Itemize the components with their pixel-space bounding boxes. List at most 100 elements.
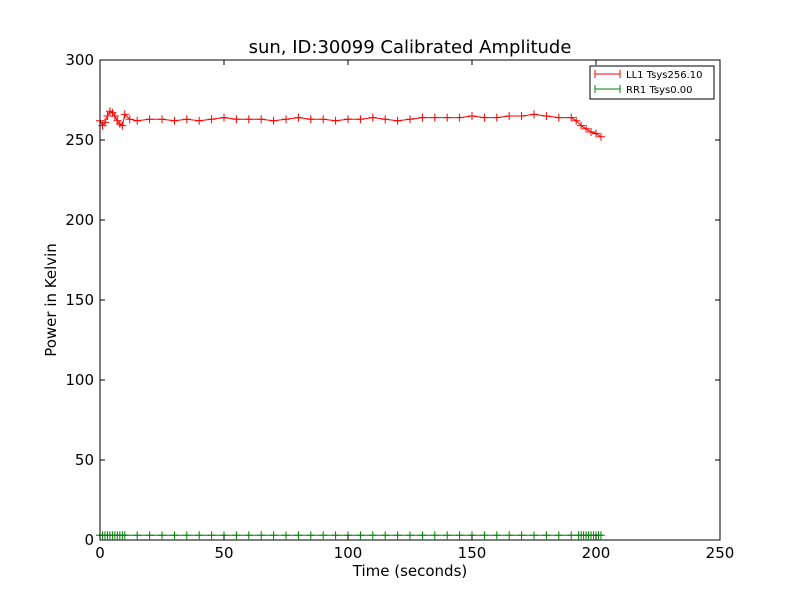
series-2-point [480,531,489,540]
series-1-point [587,128,596,136]
series-1-point [517,112,526,120]
series-1-point [592,129,600,138]
x-tick-label: 100 [334,544,363,562]
series-1-point [344,115,352,124]
y-tick-label: 150 [65,291,94,309]
series-1-point [406,115,414,124]
series-1-point [195,116,204,125]
series-2-point [158,531,166,540]
series-1-point [110,112,119,120]
series-2-point [232,531,241,540]
series-2-point [207,531,216,540]
series-2-point [455,531,464,540]
series-1-point [596,132,605,141]
series-1-point [577,121,586,130]
series-1-point [455,113,464,122]
series-2-point [418,531,427,540]
y-tick-label: 250 [65,131,94,149]
series-1-point [170,116,179,125]
y-tick-label: 0 [84,531,94,549]
x-tick-label: 150 [458,544,487,562]
series-1-point [381,115,390,124]
series-1-point [492,113,501,122]
series-1-point [582,124,591,133]
series-1-point [125,115,134,124]
series-1-point [257,115,266,124]
series-1-point [103,112,112,120]
series-1-point [430,113,439,122]
series-2-point [244,531,253,540]
series-1-point [207,115,216,124]
series-2-point [443,531,452,540]
series-1-point [244,115,253,124]
series-2-point [554,531,563,540]
x-tick-label: 50 [214,544,233,562]
series-2-point [517,531,526,540]
series-2-point [170,531,179,540]
series-1-point [542,112,551,120]
series-1-point [368,113,377,122]
legend-swatch-marker [594,70,621,78]
legend-entry-label: LL1 Tsys256.10 [626,70,702,81]
series-2-point [356,531,365,540]
series-2-point [331,531,340,540]
series-1-point [468,112,476,120]
series-2-point [257,531,266,540]
series-line-1 [99,110,602,138]
series-2-point [530,531,538,540]
series-1-point [118,121,127,130]
series-1-point [269,116,278,125]
plot-area [96,107,605,540]
series-1-point [418,113,427,122]
series-2-point [596,531,605,540]
series-2-point [505,531,514,540]
y-tick-label: 100 [65,371,94,389]
series-2-point [542,531,551,540]
plot-frame [99,59,721,541]
series-2-point [306,531,315,540]
series-2-point [282,531,290,540]
series-1-point [182,115,191,124]
series-1-point [393,116,402,125]
series-1-point [145,115,154,124]
y-axis-label: Power in Kelvin [42,243,60,357]
series-2-point [145,531,154,540]
series-1-point [220,113,228,122]
series-2-point [319,531,328,540]
x-tick-label: 0 [95,544,105,562]
series-1-point [294,113,303,122]
series-1-point [232,115,241,124]
series-1-point [505,112,514,120]
series-2-point [368,531,377,540]
series-1-point [356,115,365,124]
series-2-point [269,531,278,540]
series-1-point [572,116,581,125]
x-tick-label: 200 [582,544,611,562]
series-2-point [294,531,303,540]
y-tick-label: 50 [75,451,94,469]
series-2-point [182,531,191,540]
legend-entry-label: RR1 Tsys0.00 [626,85,693,96]
series-2-point [492,531,501,540]
series-1-point [331,116,340,125]
y-tick-label: 300 [65,51,94,69]
axis-ticks: 0 50 100 150 200 250 0 50 100 150 200 250 300 [65,51,734,562]
y-tick-label: 200 [65,211,94,229]
series-1-point [319,115,328,124]
x-axis-label: Time (seconds) [352,562,468,580]
legend-box [589,65,715,100]
legend-swatch-marker [594,85,621,93]
series-2-point [381,531,390,540]
series-1-point [554,113,563,122]
series-1-point [567,113,576,122]
series-1-point [443,113,452,122]
series-2-point [406,531,414,540]
series-2-point [133,531,142,540]
series-1-point [120,110,129,119]
series-1-point [306,115,315,124]
series-2-point [567,531,576,540]
series-1-point [480,113,489,122]
series-1-point [158,115,166,124]
series-1-point [282,115,290,124]
